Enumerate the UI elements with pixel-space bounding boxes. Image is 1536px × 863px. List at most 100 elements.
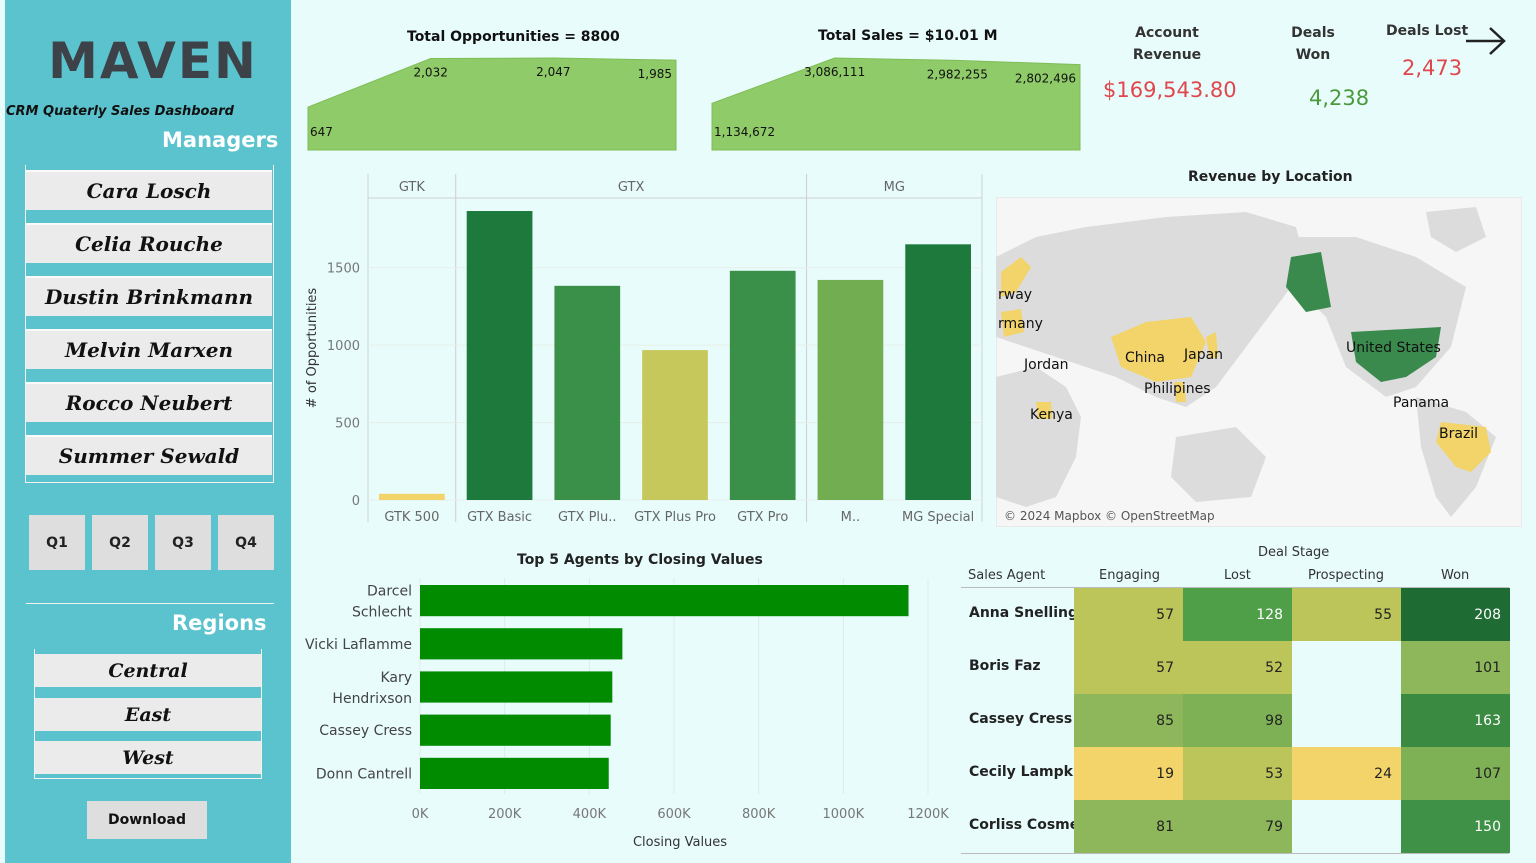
china-shape bbox=[1111, 317, 1206, 382]
bar-m- bbox=[817, 279, 884, 500]
heatmap-header-rule bbox=[961, 587, 1509, 588]
quarter-button-q3[interactable]: Q3 bbox=[155, 515, 211, 570]
map-label-kenya: Kenya bbox=[1030, 407, 1073, 423]
manager-button-summer-sewald[interactable]: Summer Sewald bbox=[26, 435, 272, 475]
alaska-shape bbox=[1286, 252, 1331, 312]
opportunities-by-product-chart: GTK GTX MG 0 500 1000 1500 # of Opportunities GT… bbox=[305, 174, 983, 525]
x-tick-label: 200K bbox=[488, 807, 522, 822]
y-tick-label: 500 bbox=[335, 417, 360, 432]
y-tick-label: 1000 bbox=[327, 339, 360, 354]
account-revenue-value: $169,543.80 bbox=[1103, 78, 1237, 102]
download-button[interactable]: Download bbox=[87, 801, 207, 839]
sales-agent-header: Sales Agent bbox=[968, 568, 1046, 583]
heatmap-cell: 101 bbox=[1401, 641, 1510, 694]
deal-stage-title: Deal Stage bbox=[1258, 545, 1330, 560]
area-data-label: 2,802,496 bbox=[1015, 72, 1076, 86]
bar-gtx-basic bbox=[466, 211, 533, 501]
map-label-japan: Japan bbox=[1183, 347, 1223, 363]
heatmap-cell: 81 bbox=[1074, 800, 1183, 853]
manager-button-cara-losch[interactable]: Cara Losch bbox=[26, 170, 272, 210]
area-series bbox=[307, 57, 677, 151]
prospecting-header: Prospecting bbox=[1308, 568, 1384, 583]
map-label-united-states: United States bbox=[1346, 340, 1441, 356]
map-label-jordan: Jordan bbox=[1023, 357, 1069, 373]
heatmap-cell: 57 bbox=[1074, 641, 1183, 694]
heatmap-cell bbox=[1292, 694, 1401, 747]
area-data-label: 2,982,255 bbox=[927, 67, 988, 81]
agent-label: Darcel Schlecht bbox=[352, 584, 413, 621]
regions-heading: Regions bbox=[172, 611, 267, 635]
heatmap-cell: 163 bbox=[1401, 694, 1510, 747]
quarter-button-q1[interactable]: Q1 bbox=[29, 515, 85, 570]
map-label-germany: rmany bbox=[998, 316, 1043, 332]
heatmap-cell bbox=[1292, 800, 1401, 853]
x-tick-label: 600K bbox=[657, 807, 691, 822]
bar-gtx-pro bbox=[729, 270, 796, 500]
heatmap-agent-label: Anna Snelling bbox=[969, 605, 1079, 621]
quarter-button-q4[interactable]: Q4 bbox=[218, 515, 274, 570]
deals-lost-label: Deals Lost bbox=[1386, 23, 1469, 39]
opportunities-title: Total Opportunities = 8800 bbox=[407, 29, 620, 45]
account-revenue-label: Account Revenue bbox=[1132, 25, 1202, 63]
top-agents-chart: 0K 200K 400K 600K 800K 1000K 1200K Closing Valu… bbox=[305, 578, 949, 850]
x-tick-label: MG Special bbox=[902, 510, 974, 525]
agent-label: Kary Hendrixson bbox=[332, 670, 412, 707]
x-tick-label: GTX Basic bbox=[467, 510, 532, 525]
africa-shape bbox=[996, 367, 1081, 507]
sales-area-chart: 1,134,672 3,086,111 2,982,255 2,802,496 bbox=[711, 57, 1081, 151]
area-data-label: 2,032 bbox=[413, 66, 447, 80]
manager-button-melvin-marxen[interactable]: Melvin Marxen bbox=[26, 329, 272, 369]
heatmap-cell: 107 bbox=[1401, 747, 1510, 800]
map-title: Revenue by Location bbox=[1188, 169, 1353, 185]
heatmap-agent-label: Boris Faz bbox=[969, 658, 1041, 674]
sidebar: MAVEN CRM Quaterly Sales Dashboard Manag… bbox=[5, 0, 291, 863]
heatmap-cell: 150 bbox=[1401, 800, 1510, 853]
group-label: GTX bbox=[618, 180, 645, 195]
greenland-shape bbox=[1426, 207, 1486, 252]
deals-lost-value: 2,473 bbox=[1402, 56, 1463, 80]
manager-button-rocco-neubert[interactable]: Rocco Neubert bbox=[26, 382, 272, 422]
philippines-shape bbox=[1174, 382, 1186, 402]
region-button-central[interactable]: Central bbox=[35, 654, 261, 687]
agent-label: Vicki Laflamme bbox=[305, 637, 412, 653]
revenue-map[interactable]: rway rmany Jordan China Japan Philipines… bbox=[996, 197, 1522, 527]
manager-button-dustin-brinkmann[interactable]: Dustin Brinkmann bbox=[26, 276, 272, 316]
agent-label-line: Kary bbox=[380, 670, 412, 686]
agent-label-line: Schlecht bbox=[352, 605, 413, 621]
quarter-button-q2[interactable]: Q2 bbox=[92, 515, 148, 570]
top-agents-title: Top 5 Agents by Closing Values bbox=[517, 552, 763, 568]
area-data-label: 3,086,111 bbox=[804, 65, 865, 79]
usa-shape bbox=[1351, 327, 1441, 382]
heatmap-bottom-rule bbox=[961, 853, 1509, 854]
bar-gtk-500 bbox=[379, 493, 445, 500]
area-data-label: 1,985 bbox=[638, 67, 672, 81]
bar-mg-special bbox=[905, 244, 971, 500]
agent-label: Donn Cantrell bbox=[316, 766, 412, 782]
arrow-right-icon[interactable] bbox=[1464, 24, 1508, 58]
deals-won-value: 4,238 bbox=[1309, 86, 1370, 110]
heatmap-cell: 24 bbox=[1292, 747, 1401, 800]
heatmap-cell: 208 bbox=[1401, 588, 1510, 641]
agent-label-line: Darcel bbox=[367, 584, 412, 600]
area-data-label: 2,047 bbox=[536, 65, 570, 79]
maven-logo: MAVEN bbox=[48, 32, 256, 84]
map-label-china: China bbox=[1125, 350, 1165, 366]
heatmap-cell bbox=[1292, 641, 1401, 694]
y-tick-label: 0 bbox=[352, 494, 360, 509]
kenya-shape bbox=[1036, 402, 1052, 419]
region-button-east[interactable]: East bbox=[35, 698, 261, 731]
x-tick-label: M.. bbox=[841, 510, 860, 525]
germany-shape bbox=[1001, 309, 1024, 337]
y-axis-label: # of Opportunities bbox=[305, 288, 320, 409]
dashboard-subtitle: CRM Quaterly Sales Dashboard bbox=[6, 104, 234, 119]
x-tick-label: 1000K bbox=[823, 807, 865, 822]
heatmap-agent-label: Corliss Cosme bbox=[969, 817, 1080, 833]
agent-bar bbox=[420, 757, 609, 789]
agent-label: Cassey Cress bbox=[319, 723, 412, 739]
region-button-west[interactable]: West bbox=[35, 741, 261, 774]
managers-list bbox=[25, 165, 274, 483]
manager-button-celia-rouche[interactable]: Celia Rouche bbox=[26, 223, 272, 263]
map-label-panama: Panama bbox=[1393, 395, 1449, 411]
area-data-label: 647 bbox=[310, 125, 333, 139]
heatmap-cell: 55 bbox=[1292, 588, 1401, 641]
